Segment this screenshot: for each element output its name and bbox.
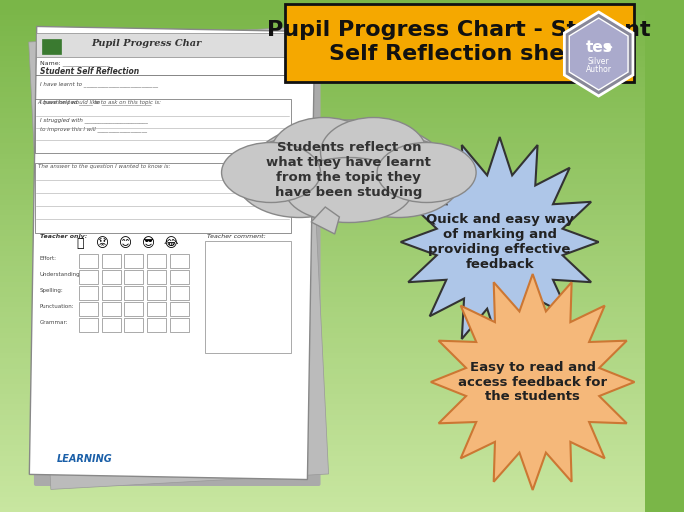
FancyBboxPatch shape — [124, 254, 144, 268]
FancyBboxPatch shape — [79, 318, 98, 332]
Text: Punctuation:: Punctuation: — [40, 304, 75, 309]
Polygon shape — [569, 18, 628, 90]
FancyBboxPatch shape — [124, 286, 144, 300]
Polygon shape — [401, 137, 598, 347]
FancyBboxPatch shape — [170, 254, 189, 268]
FancyBboxPatch shape — [36, 33, 291, 57]
Ellipse shape — [334, 138, 462, 218]
Ellipse shape — [285, 158, 412, 223]
Text: Quick and easy way
of marking and
providing effective
feedback: Quick and easy way of marking and provid… — [425, 213, 574, 271]
Text: Understanding:: Understanding: — [40, 272, 82, 277]
Ellipse shape — [377, 142, 476, 203]
Text: Easy to read and
access feedback for
the students: Easy to read and access feedback for the… — [458, 360, 607, 403]
FancyBboxPatch shape — [124, 318, 144, 332]
FancyBboxPatch shape — [102, 270, 120, 284]
Text: to improve this I will __________________: to improve this I will _________________… — [40, 126, 146, 132]
FancyBboxPatch shape — [35, 163, 291, 233]
Ellipse shape — [222, 142, 321, 203]
FancyBboxPatch shape — [34, 42, 321, 486]
Text: tes: tes — [586, 40, 612, 55]
FancyBboxPatch shape — [102, 318, 120, 332]
FancyBboxPatch shape — [170, 318, 189, 332]
Polygon shape — [311, 207, 339, 234]
FancyBboxPatch shape — [79, 270, 98, 284]
Text: Author: Author — [586, 66, 611, 75]
Text: 😟: 😟 — [96, 237, 109, 250]
Text: I struggled with _______________________: I struggled with _______________________ — [40, 117, 148, 123]
FancyBboxPatch shape — [42, 39, 62, 54]
Polygon shape — [29, 27, 328, 489]
Text: The answer to the question I wanted to know is:: The answer to the question I wanted to k… — [38, 164, 170, 169]
Text: A question I would like to ask on this topic is:: A question I would like to ask on this t… — [38, 100, 161, 105]
FancyBboxPatch shape — [147, 286, 166, 300]
Text: ◆: ◆ — [604, 42, 612, 52]
Text: Spelling:: Spelling: — [40, 288, 64, 293]
Text: 😊: 😊 — [119, 237, 132, 250]
Text: I have learnt to ___________________________: I have learnt to _______________________… — [40, 81, 157, 87]
Text: Grammar:: Grammar: — [40, 320, 68, 325]
Text: I have helped _____ to __________________: I have helped _____ to _________________… — [40, 99, 151, 104]
Text: Name: _______________: Name: _______________ — [40, 60, 109, 66]
Polygon shape — [431, 274, 635, 490]
FancyBboxPatch shape — [147, 318, 166, 332]
FancyBboxPatch shape — [35, 99, 291, 153]
FancyBboxPatch shape — [170, 270, 189, 284]
FancyBboxPatch shape — [285, 4, 633, 82]
FancyBboxPatch shape — [102, 254, 120, 268]
Text: Effort:: Effort: — [40, 256, 57, 261]
FancyBboxPatch shape — [170, 302, 189, 316]
Text: 😎: 😎 — [142, 237, 155, 250]
FancyBboxPatch shape — [79, 254, 98, 268]
Ellipse shape — [236, 138, 363, 218]
FancyBboxPatch shape — [79, 286, 98, 300]
Text: Students reflect on
what they have learnt
from the topic they
have been studying: Students reflect on what they have learn… — [266, 141, 432, 199]
FancyBboxPatch shape — [102, 286, 120, 300]
Ellipse shape — [271, 117, 377, 187]
Polygon shape — [29, 27, 315, 480]
Text: LEARNING: LEARNING — [57, 454, 112, 464]
Text: Silver: Silver — [588, 57, 609, 67]
FancyBboxPatch shape — [102, 302, 120, 316]
Text: 😂: 😂 — [163, 237, 178, 250]
FancyBboxPatch shape — [124, 302, 144, 316]
Ellipse shape — [250, 120, 448, 220]
FancyBboxPatch shape — [147, 270, 166, 284]
FancyBboxPatch shape — [205, 241, 291, 353]
FancyBboxPatch shape — [124, 270, 144, 284]
FancyBboxPatch shape — [147, 254, 166, 268]
Text: 😤: 😤 — [77, 237, 84, 250]
Text: Student Self Reflection: Student Self Reflection — [40, 67, 139, 76]
Text: Teacher comment:: Teacher comment: — [207, 234, 266, 239]
Text: Pupil Progress Char: Pupil Progress Char — [91, 39, 201, 49]
Text: Pupil Progress Chart - Student
Self Reflection sheet: Pupil Progress Chart - Student Self Refl… — [267, 20, 651, 63]
Polygon shape — [564, 12, 633, 96]
Ellipse shape — [321, 117, 427, 187]
Text: Teacher only:: Teacher only: — [40, 234, 87, 239]
FancyBboxPatch shape — [147, 302, 166, 316]
FancyBboxPatch shape — [170, 286, 189, 300]
FancyBboxPatch shape — [79, 302, 98, 316]
